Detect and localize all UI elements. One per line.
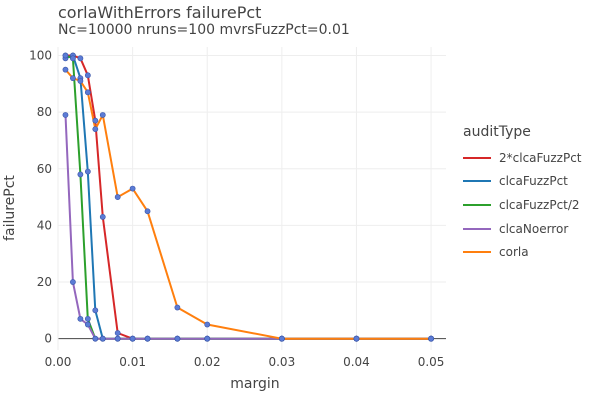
data-point	[428, 335, 434, 342]
data-point	[99, 214, 106, 220]
data-point	[114, 330, 121, 336]
data-point	[62, 66, 69, 73]
data-point	[353, 335, 360, 342]
data-point	[84, 89, 91, 96]
legend-title: auditType	[463, 124, 531, 140]
data-point	[204, 335, 211, 342]
data-point	[278, 335, 285, 342]
legend-label: corla	[499, 245, 529, 260]
legend-swatch	[463, 156, 491, 159]
data-point	[129, 185, 136, 192]
data-point	[77, 55, 84, 62]
y-axis-label: failurePct	[2, 175, 18, 241]
data-point	[204, 321, 211, 328]
chart-axes: 0 20 40 60 80 100 0.00 0.01 0.02 0.03 0.04 0.05	[29, 48, 444, 369]
y-axis-label-container: failurePct	[2, 130, 22, 290]
y-tick-label: 40	[37, 218, 52, 232]
legend-label: clcaNoerror	[499, 221, 569, 236]
legend-item[interactable]: clcaFuzzPct	[463, 170, 582, 194]
legend-item[interactable]: corla	[463, 240, 582, 264]
chart-series-points	[62, 52, 434, 342]
data-point	[174, 335, 181, 342]
legend-item[interactable]: 2*clcaFuzzPct	[463, 146, 582, 170]
data-point	[92, 307, 99, 314]
y-tick-label: 60	[37, 162, 52, 176]
x-tick-label: 0.05	[418, 355, 445, 369]
data-point	[77, 315, 84, 322]
y-tick-label: 0	[44, 332, 52, 346]
legend: auditType 2*clcaFuzzPct clcaFuzzPct clcaFu…	[463, 124, 582, 264]
data-point	[70, 75, 76, 82]
data-point	[114, 194, 121, 200]
legend-label: clcaFuzzPct	[499, 174, 568, 189]
legend-swatch	[463, 227, 491, 230]
legend-label: clcaFuzzPct/2	[499, 197, 580, 212]
x-tick-label: 0.01	[119, 355, 146, 369]
data-point	[92, 335, 99, 342]
data-point	[84, 168, 91, 175]
legend-swatch	[463, 203, 491, 206]
x-tick-label: 0.02	[194, 355, 221, 369]
y-tick-label: 80	[37, 105, 52, 119]
y-tick-label: 100	[29, 48, 52, 62]
data-point	[174, 304, 181, 311]
chart-title: corlaWithErrors failurePct	[58, 3, 262, 22]
data-point	[84, 72, 91, 79]
series-line	[64, 69, 432, 340]
data-point	[84, 315, 91, 322]
legend-item[interactable]: clcaNoerror	[463, 217, 582, 241]
chart-subtitle: Nc=10000 nruns=100 mvrsFuzzPct=0.01	[58, 22, 350, 38]
legend-swatch	[463, 251, 491, 254]
data-point	[129, 335, 136, 342]
x-axis-label: margin	[230, 376, 280, 392]
data-point	[62, 112, 69, 118]
legend-item[interactable]: clcaFuzzPct/2	[463, 193, 582, 217]
data-point	[62, 52, 69, 59]
series-line	[64, 114, 432, 340]
data-point	[144, 208, 151, 215]
data-point	[92, 117, 99, 124]
data-point	[114, 335, 121, 342]
data-point	[84, 321, 91, 328]
x-tick-label: 0.00	[45, 355, 72, 369]
data-point	[77, 171, 84, 178]
x-tick-label: 0.03	[268, 355, 295, 369]
data-point	[70, 279, 76, 285]
x-tick-label: 0.04	[343, 355, 370, 369]
data-point	[77, 78, 84, 84]
chart-grid	[57, 47, 446, 350]
y-tick-label: 20	[37, 275, 52, 289]
data-point	[70, 55, 76, 62]
legend-swatch	[463, 180, 491, 183]
legend-items: 2*clcaFuzzPct clcaFuzzPct clcaFuzzPct/2 clc…	[463, 146, 582, 264]
legend-label: 2*clcaFuzzPct	[499, 150, 582, 165]
data-point	[144, 335, 151, 342]
data-point	[99, 335, 106, 342]
data-point	[99, 112, 106, 118]
data-point	[92, 126, 99, 133]
